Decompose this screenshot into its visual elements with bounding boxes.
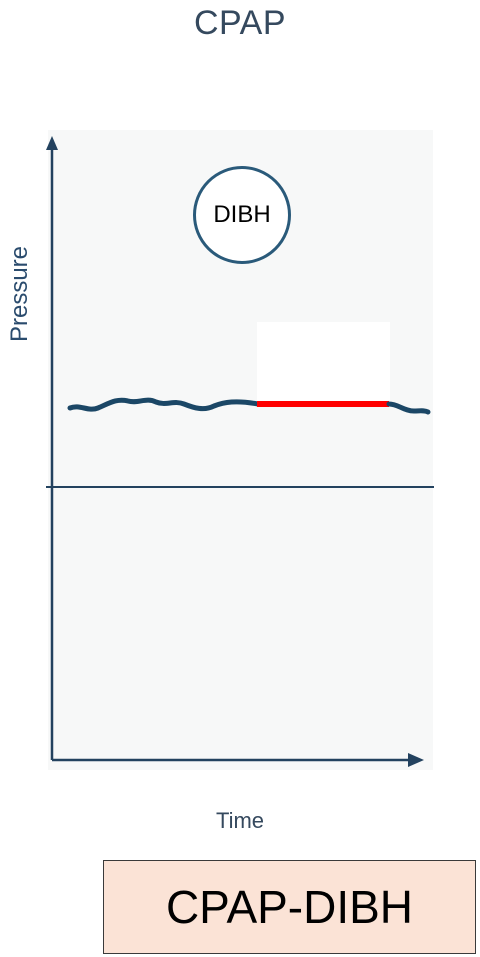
x-axis-label: Time	[215, 808, 265, 833]
page-title: CPAP	[193, 4, 287, 42]
x-axis-arrow	[408, 753, 424, 767]
y-axis-arrow	[46, 136, 58, 150]
breathing-trace-before-hold	[67, 397, 261, 412]
y-axis-label: Pressure	[6, 245, 33, 343]
dibh-marker: DIBH	[193, 166, 291, 264]
caption-text: CPAP-DIBH	[165, 881, 414, 933]
diagram-canvas	[46, 136, 434, 767]
breathing-trace-after-hold	[386, 401, 431, 415]
caption-box: CPAP-DIBH	[103, 860, 476, 954]
hold-highlight-area	[257, 322, 390, 404]
dibh-marker-label: DIBH	[213, 201, 271, 228]
pressure-time-diagram: Pressure Time DIBH	[6, 136, 434, 833]
